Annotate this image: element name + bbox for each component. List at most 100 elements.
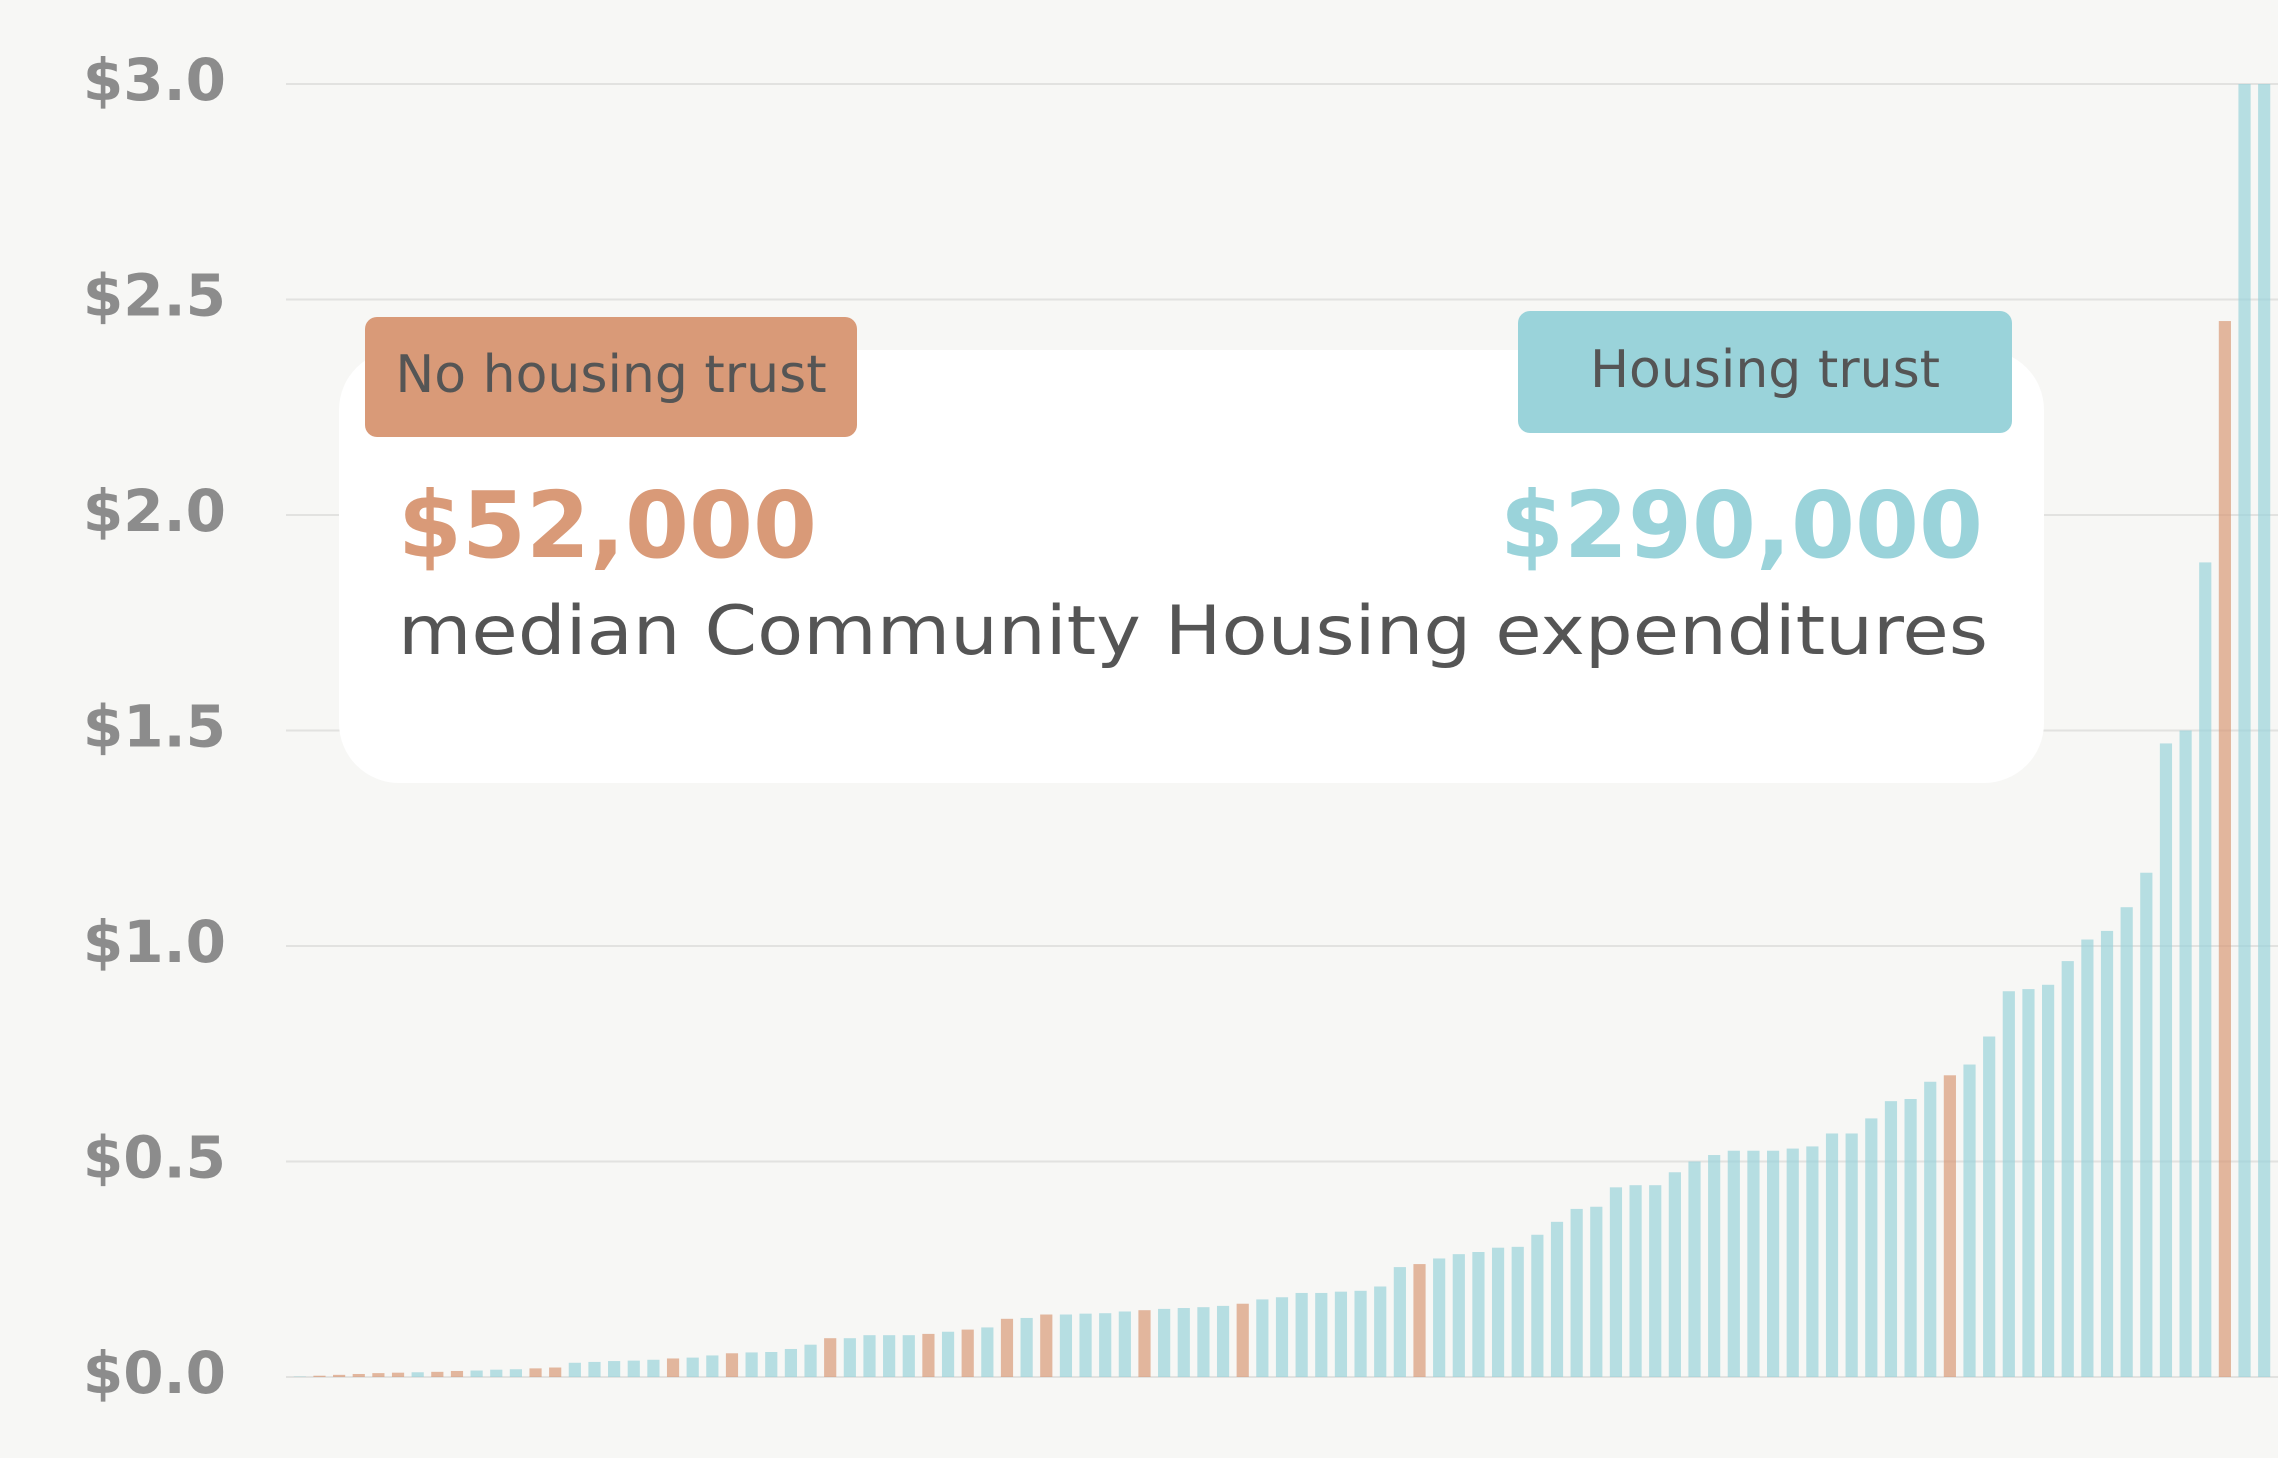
- median-value: $290,000: [1500, 472, 1983, 579]
- bar: [1374, 1286, 1387, 1377]
- bar: [1786, 1148, 1799, 1377]
- bar: [2258, 84, 2271, 1377]
- bar: [313, 1375, 326, 1377]
- bar: [981, 1327, 994, 1377]
- bar: [588, 1361, 601, 1377]
- bar: [1413, 1264, 1426, 1377]
- bar: [1256, 1299, 1269, 1377]
- bar: [1806, 1146, 1819, 1377]
- y-tick-label: $2.5: [83, 262, 226, 330]
- bar: [333, 1374, 346, 1377]
- bar: [2159, 743, 2173, 1377]
- bar: [1727, 1150, 1740, 1377]
- bar: [863, 1335, 876, 1377]
- y-tick-label: $3.0: [83, 46, 226, 114]
- y-tick-label: $0.5: [83, 1124, 226, 1192]
- bar: [1197, 1307, 1210, 1377]
- bar: [1825, 1133, 1839, 1377]
- bar: [431, 1371, 444, 1377]
- bar: [608, 1361, 621, 1377]
- bar: [2238, 84, 2251, 1377]
- bar: [2179, 730, 2192, 1377]
- bar: [1865, 1118, 1878, 1377]
- bar: [1452, 1254, 1465, 1377]
- bar: [2120, 907, 2133, 1377]
- legend-badge: [365, 317, 857, 437]
- bar: [1275, 1297, 1289, 1377]
- bar: [1295, 1292, 1308, 1377]
- bar: [352, 1373, 365, 1377]
- bar: [1550, 1221, 1564, 1377]
- bar: [1354, 1290, 1367, 1377]
- bar: [1393, 1267, 1406, 1377]
- bar: [1000, 1318, 1014, 1377]
- y-tick-label: $1.0: [83, 908, 226, 976]
- bar: [1020, 1317, 1033, 1377]
- bar: [686, 1357, 699, 1377]
- bar: [706, 1355, 719, 1377]
- bar: [2042, 984, 2055, 1377]
- bar: [2081, 939, 2094, 1377]
- bar: [549, 1367, 562, 1377]
- bar: [1315, 1292, 1328, 1377]
- bar: [765, 1352, 778, 1377]
- legend-label: No housing trust: [395, 345, 826, 405]
- bar: [804, 1344, 817, 1377]
- bar: [647, 1359, 660, 1377]
- bar: [1963, 1064, 1976, 1377]
- caption: median Community Housing expenditures: [398, 592, 1988, 671]
- bar: [1040, 1314, 1053, 1377]
- bar: [1531, 1234, 1544, 1377]
- bar: [490, 1369, 503, 1377]
- bar: [411, 1372, 424, 1377]
- y-tick-label: $2.0: [83, 477, 226, 545]
- bar: [1511, 1246, 1524, 1377]
- summary-card: No housing trust Housing trust $52,000 $…: [339, 311, 2044, 783]
- median-value: $52,000: [398, 472, 817, 579]
- bar: [627, 1360, 640, 1377]
- bar: [784, 1348, 798, 1377]
- bar: [1118, 1311, 1131, 1377]
- bar: [1334, 1291, 1348, 1377]
- bar: [1216, 1305, 1230, 1377]
- bar: [725, 1353, 739, 1377]
- bar: [883, 1335, 896, 1377]
- bar: [941, 1331, 955, 1377]
- bar: [1472, 1252, 1485, 1377]
- card-background: [339, 350, 2044, 783]
- bar: [824, 1338, 837, 1377]
- bar: [1747, 1150, 1760, 1377]
- y-tick-label: $1.5: [83, 693, 226, 761]
- bar: [1845, 1133, 1858, 1377]
- y-tick-label: $0.0: [83, 1339, 226, 1407]
- bar: [2140, 872, 2153, 1377]
- bar: [961, 1329, 974, 1377]
- bar: [1059, 1314, 1073, 1377]
- bar: [1629, 1185, 1642, 1377]
- bar: [1884, 1101, 1898, 1377]
- bar: [1688, 1161, 1701, 1377]
- bar: [902, 1335, 915, 1377]
- bar: [1079, 1313, 1092, 1377]
- bar: [1609, 1187, 1623, 1377]
- legend-label: Housing trust: [1590, 340, 1940, 400]
- bar: [1099, 1313, 1112, 1377]
- bar: [1158, 1308, 1171, 1377]
- bar: [666, 1358, 680, 1377]
- bar: [1570, 1208, 1583, 1377]
- grid: $0.0 $0.5 $1.0 $1.5 $2.0 $2.5 $3.0: [83, 46, 2278, 1407]
- bar: [1983, 1036, 1996, 1377]
- bar: [509, 1369, 522, 1377]
- bar: [1138, 1310, 1151, 1377]
- bar: [1943, 1075, 1956, 1377]
- bar: [529, 1368, 542, 1377]
- bar: [1668, 1172, 1681, 1377]
- bar: [922, 1333, 935, 1377]
- bar: [2022, 989, 2035, 1377]
- bar: [1590, 1206, 1603, 1377]
- bar: [2199, 562, 2212, 1377]
- bar: [745, 1352, 758, 1377]
- bar: [1177, 1308, 1190, 1377]
